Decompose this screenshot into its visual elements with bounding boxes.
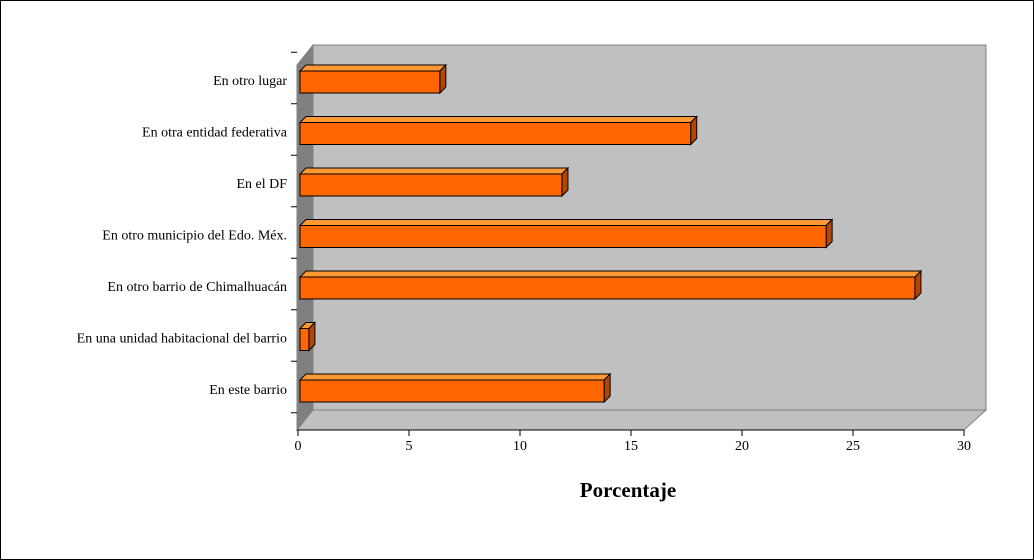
bar-top: [298, 167, 570, 175]
y-tick-label: En otra entidad federativa: [142, 126, 288, 141]
x-tick-label: 20: [735, 439, 749, 454]
bar-top: [298, 219, 834, 226]
bar-top: [298, 373, 612, 381]
x-tick-label: 15: [624, 439, 638, 454]
y-tick-label: En otro municipio del Edo. Méx.: [102, 229, 287, 244]
x-tick-label: 30: [957, 439, 971, 454]
bar: [299, 122, 692, 145]
x-tick-label: 5: [406, 439, 413, 454]
y-tick-label: En otro barrio de Chimalhuacán: [107, 280, 287, 295]
bar-top: [298, 116, 698, 123]
bar-top: [298, 270, 923, 278]
bar: [299, 276, 916, 300]
floor: [295, 409, 988, 431]
y-tick-label: En este barrio: [209, 383, 287, 398]
bar: [299, 379, 605, 403]
x-tick-label: 0: [295, 439, 302, 454]
bar: [299, 70, 441, 94]
bar: [299, 173, 563, 197]
bar-top: [298, 64, 448, 72]
y-tick-label: En otro lugar: [213, 74, 287, 89]
y-tick-label: En el DF: [236, 177, 287, 192]
bar: [299, 328, 310, 351]
y-tick-label: En una unidad habitacional del barrio: [77, 332, 287, 347]
bar: [299, 225, 827, 248]
x-tick-label: 10: [513, 439, 527, 454]
x-axis-title: Porcentaje: [580, 478, 676, 502]
x-tick-label: 25: [846, 439, 860, 454]
